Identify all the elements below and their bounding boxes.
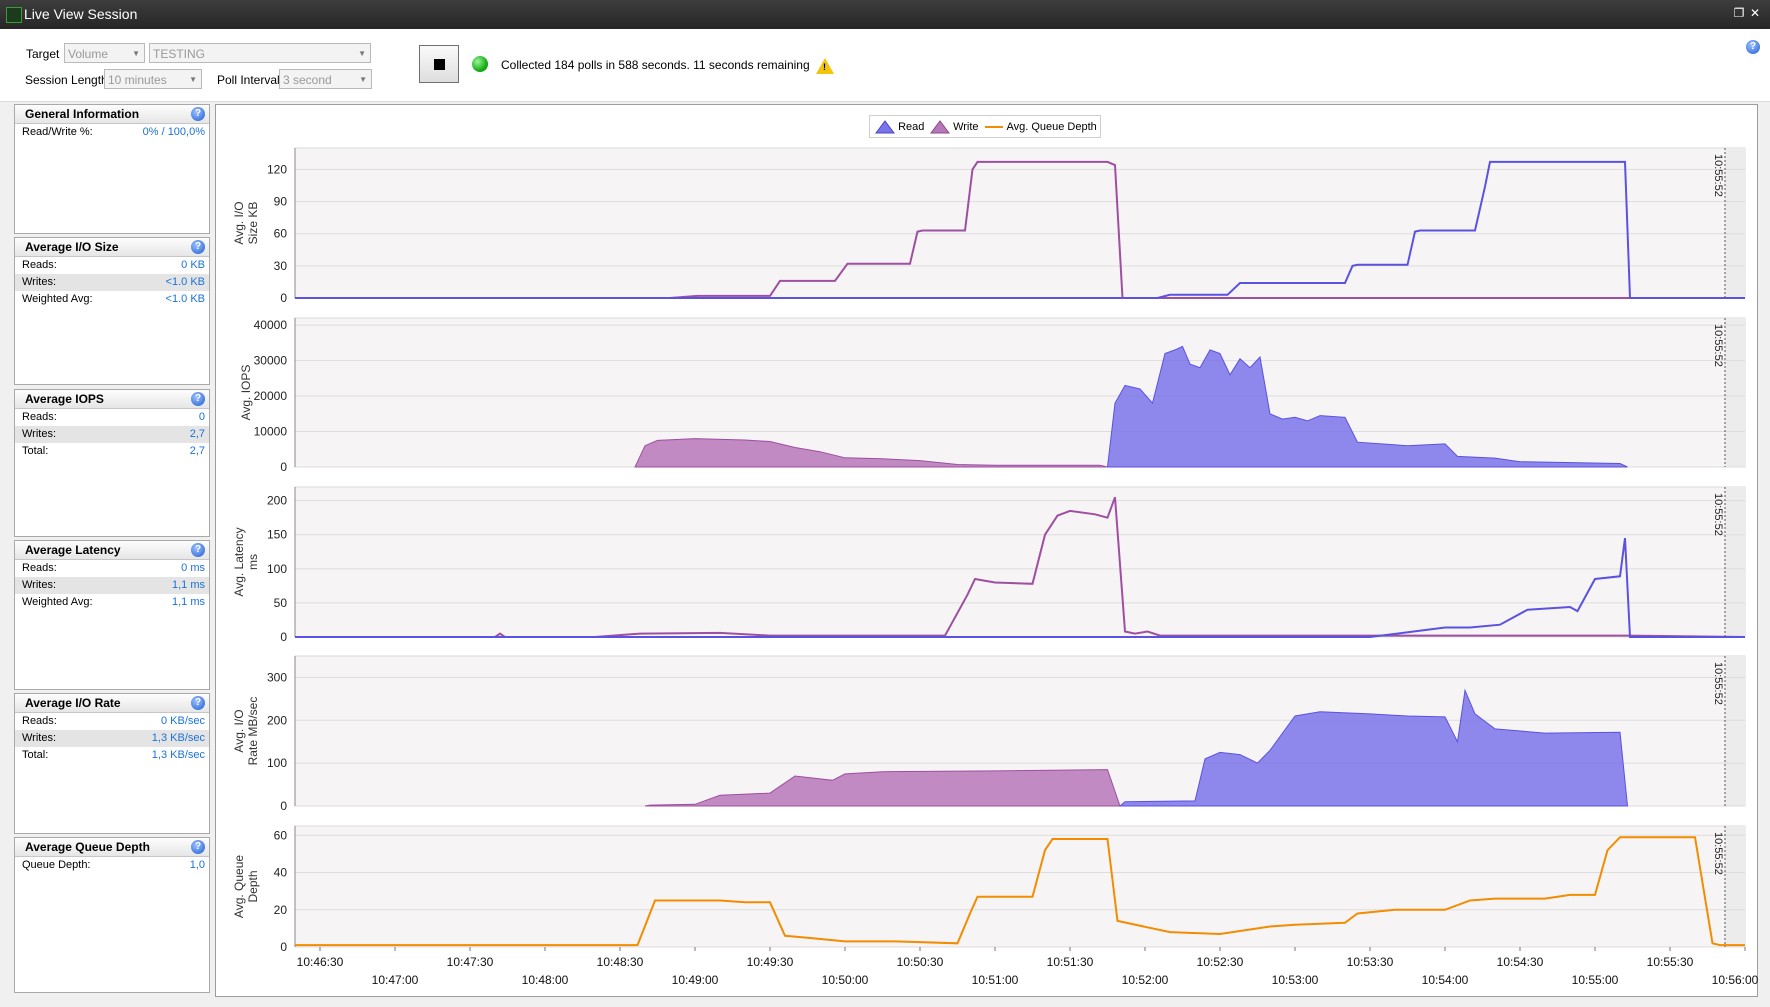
panel-title: Average I/O Size? xyxy=(15,238,209,257)
stat-row: Total: 2,7 xyxy=(15,443,209,460)
warning-icon[interactable]: ! xyxy=(816,58,834,74)
chart-area xyxy=(215,104,1758,997)
stat-row: Reads: 0 ms xyxy=(15,560,209,577)
legend-queue[interactable]: Avg. Queue Depth xyxy=(984,120,1097,134)
panel-average-latency: Average Latency? Reads: 0 ms Writes: 1,1 ms W… xyxy=(14,540,210,690)
stat-label: Writes: xyxy=(22,428,57,440)
stat-label: Writes: xyxy=(22,732,57,744)
session-length-select[interactable]: 10 minutes ▼ xyxy=(104,69,202,89)
restore-icon[interactable]: ❐ xyxy=(1733,6,1745,20)
target-label: Target xyxy=(26,47,60,61)
stat-value: 1,0 xyxy=(189,859,205,871)
panel-title: Average I/O Rate? xyxy=(15,694,209,713)
stat-row: Queue Depth: 1,0 xyxy=(15,857,209,874)
poll-interval-label: Poll Interval xyxy=(217,73,280,87)
panel-title: Average IOPS? xyxy=(15,390,209,409)
help-icon[interactable]: ? xyxy=(191,392,205,406)
stat-label: Reads: xyxy=(22,562,57,574)
chart-legend: Read Write Avg. Queue Depth xyxy=(869,115,1101,138)
stat-label: Reads: xyxy=(22,259,57,271)
stat-value: 0 KB/sec xyxy=(160,715,205,727)
stat-value: 2,7 xyxy=(189,445,205,457)
stat-row: Writes: 2,7 xyxy=(15,426,209,443)
panel-average-i-o-size: Average I/O Size? Reads: 0 KB Writes: <1.0 K… xyxy=(14,237,210,385)
stat-label: Weighted Avg: xyxy=(22,293,93,305)
panel-title: Average Queue Depth? xyxy=(15,838,209,857)
stat-value: <1.0 KB xyxy=(165,276,205,288)
stat-row: Writes: 1,1 ms xyxy=(15,577,209,594)
stat-value: 2,7 xyxy=(189,428,205,440)
stat-label: Writes: xyxy=(22,579,57,591)
stat-label: Reads: xyxy=(22,715,57,727)
read-legend-icon xyxy=(875,120,895,134)
panel-title: Average Latency? xyxy=(15,541,209,560)
app-icon xyxy=(6,7,22,23)
help-icon[interactable]: ? xyxy=(1746,40,1760,54)
stat-value: <1.0 KB xyxy=(165,293,205,305)
stat-value: 1,1 ms xyxy=(171,596,205,608)
stop-button[interactable] xyxy=(419,45,459,83)
target-type-select[interactable]: Volume ▼ xyxy=(64,43,145,63)
legend-write[interactable]: Write xyxy=(930,120,979,134)
status-text: Collected 184 polls in 588 seconds. 11 s… xyxy=(501,58,810,72)
chevron-down-icon: ▼ xyxy=(189,75,197,84)
help-icon[interactable]: ? xyxy=(191,840,205,854)
stat-row: Weighted Avg: <1.0 KB xyxy=(15,291,209,308)
stat-label: Total: xyxy=(22,445,49,457)
stat-row: Reads: 0 KB/sec xyxy=(15,713,209,730)
target-name-select[interactable]: TESTING ▼ xyxy=(149,43,371,63)
stat-label: Writes: xyxy=(22,276,57,288)
stat-row: Total: 1,3 KB/sec xyxy=(15,747,209,764)
close-icon[interactable]: ✕ xyxy=(1749,6,1761,20)
stat-row: Reads: 0 xyxy=(15,409,209,426)
stop-icon xyxy=(434,59,445,70)
chevron-down-icon: ▼ xyxy=(132,49,140,58)
stat-value: 0 ms xyxy=(181,562,205,574)
poll-interval-select[interactable]: 3 second ▼ xyxy=(279,69,372,89)
session-toolbar xyxy=(0,29,1770,102)
stat-value: 0 KB xyxy=(181,259,205,271)
session-length-label: Session Length xyxy=(25,73,108,87)
panel-general-information: General Information? Read/Write %: 0% / 10… xyxy=(14,104,210,234)
stat-value: 0% / 100,0% xyxy=(142,126,205,138)
legend-read[interactable]: Read xyxy=(875,120,924,134)
stat-row: Reads: 0 KB xyxy=(15,257,209,274)
stat-label: Queue Depth: xyxy=(22,859,91,871)
title-bar: Live View Session ❐ ✕ xyxy=(0,0,1770,29)
stat-row: Writes: <1.0 KB xyxy=(15,274,209,291)
stat-value: 1,3 KB/sec xyxy=(151,732,205,744)
panel-average-queue-depth: Average Queue Depth? Queue Depth: 1,0 xyxy=(14,837,210,993)
stat-value: 1,3 KB/sec xyxy=(151,749,205,761)
panel-average-i-o-rate: Average I/O Rate? Reads: 0 KB/sec Writes: 1,… xyxy=(14,693,210,834)
queue-legend-icon xyxy=(985,126,1003,128)
help-icon[interactable]: ? xyxy=(191,240,205,254)
chevron-down-icon: ▼ xyxy=(359,75,367,84)
help-icon[interactable]: ? xyxy=(191,107,205,121)
help-icon[interactable]: ? xyxy=(191,543,205,557)
panel-average-iops: Average IOPS? Reads: 0 Writes: 2,7 Total: 2,7 xyxy=(14,389,210,537)
stat-value: 0 xyxy=(198,411,205,423)
stat-row: Writes: 1,3 KB/sec xyxy=(15,730,209,747)
stat-value: 1,1 ms xyxy=(171,579,205,591)
stat-row: Weighted Avg: 1,1 ms xyxy=(15,594,209,611)
panel-title: General Information? xyxy=(15,105,209,124)
stat-label: Weighted Avg: xyxy=(22,596,93,608)
stat-label: Total: xyxy=(22,749,49,761)
chevron-down-icon: ▼ xyxy=(358,49,366,58)
window-title: Live View Session xyxy=(24,6,138,22)
help-icon[interactable]: ? xyxy=(191,696,205,710)
status-indicator-icon xyxy=(472,56,488,72)
stat-row: Read/Write %: 0% / 100,0% xyxy=(15,124,209,141)
stat-label: Read/Write %: xyxy=(22,126,93,138)
write-legend-icon xyxy=(930,120,950,134)
stat-label: Reads: xyxy=(22,411,57,423)
